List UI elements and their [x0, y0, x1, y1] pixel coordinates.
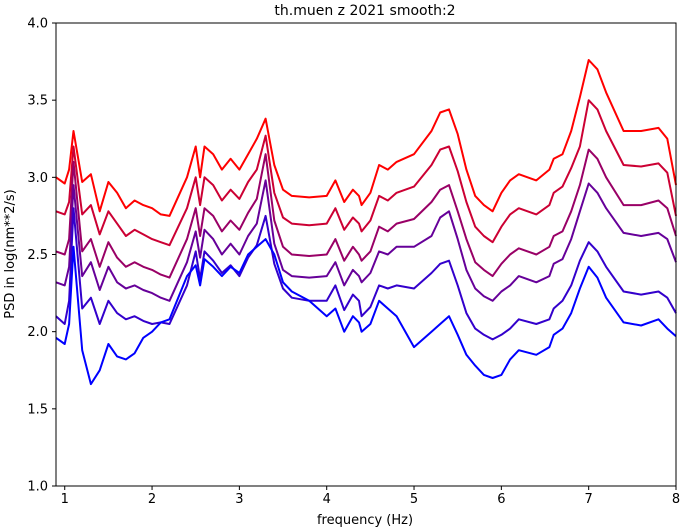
y-tick-label: 1.0	[27, 480, 48, 495]
x-tick-label: 6	[497, 492, 505, 507]
x-tick-label: 3	[235, 492, 243, 507]
x-tick-label: 1	[61, 492, 69, 507]
y-axis-ticks: 1.0 1.5 2.0 2.5 3.0 3.5 4.0	[27, 17, 56, 495]
chart-title: th.muen z 2021 smooth:2	[274, 3, 455, 19]
y-axis-label: PSD in log(nm**2/s)	[3, 189, 18, 319]
series-line-3	[55, 148, 677, 279]
x-tick-label: 2	[148, 492, 156, 507]
y-tick-label: 1.5	[27, 402, 48, 417]
x-tick-label: 8	[672, 492, 680, 507]
y-tick-label: 2.5	[27, 248, 48, 263]
x-axis-ticks: 1 2 3 4 5 6 7 8	[61, 486, 680, 507]
series-line-6	[55, 238, 677, 386]
x-tick-label: 4	[323, 492, 331, 507]
x-tick-label: 5	[410, 492, 418, 507]
y-tick-label: 2.0	[27, 325, 48, 340]
series-line-5	[55, 207, 677, 341]
y-tick-label: 3.5	[27, 94, 48, 109]
series-line-2	[55, 99, 677, 247]
y-tick-label: 3.0	[27, 171, 48, 186]
x-tick-label: 7	[585, 492, 593, 507]
series-line-4	[55, 179, 677, 302]
series-line-1	[55, 59, 677, 217]
plot-area	[55, 59, 677, 386]
y-tick-label: 4.0	[27, 17, 48, 32]
x-axis-label: frequency (Hz)	[317, 513, 413, 528]
